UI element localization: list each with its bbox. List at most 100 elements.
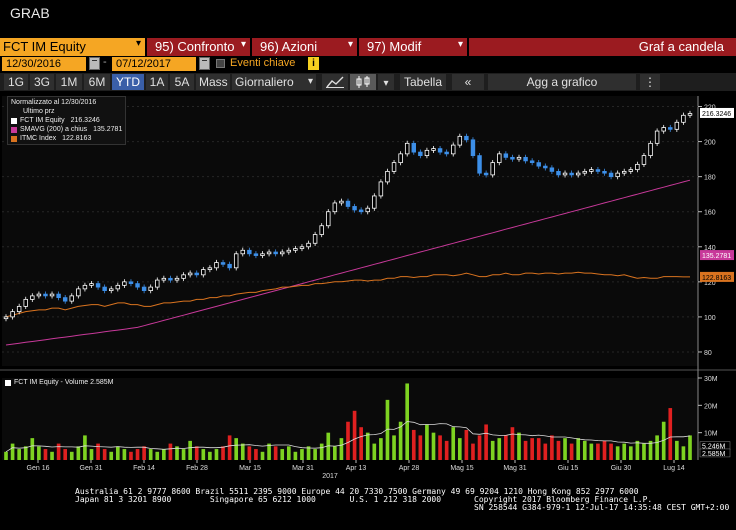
volume-bar (280, 449, 285, 460)
frequency-select[interactable]: Giornaliero ▾ (232, 74, 316, 90)
candle-body (503, 153, 509, 158)
volume-bar (392, 435, 396, 460)
period-max-button[interactable]: Mass (196, 74, 230, 90)
date-separator: - (103, 56, 107, 68)
candle-body (194, 272, 199, 276)
info-icon[interactable]: i (308, 57, 319, 70)
volume-bar (431, 432, 436, 460)
start-date-input[interactable]: 12/30/2016 (2, 57, 86, 71)
candle-body (681, 114, 686, 123)
candle-body (62, 297, 68, 302)
more-options-icon[interactable]: ⋮ (640, 74, 660, 90)
period-1a-button[interactable]: 1A (146, 74, 168, 90)
volume-bar (102, 449, 107, 460)
volume-bar (352, 410, 357, 460)
volume-bar (234, 438, 239, 460)
volume-bar (306, 446, 311, 460)
period-3g-button[interactable]: 3G (30, 74, 54, 90)
candle-body (497, 153, 502, 164)
calendar-icon[interactable] (89, 57, 100, 70)
candle-body (141, 286, 147, 292)
legend-swatch (11, 136, 17, 142)
price-tag-label: 135.2781 (702, 253, 731, 260)
collapse-icon[interactable]: « (452, 74, 484, 90)
candle-body (523, 156, 528, 162)
volume-bar (168, 443, 173, 460)
chevron-down-icon: ▾ (240, 39, 246, 50)
security-field[interactable]: FCT IM Equity ▾ (0, 38, 145, 56)
candle-body (115, 284, 121, 290)
events-checkbox[interactable] (216, 59, 225, 68)
candle-body (128, 281, 134, 284)
candle-body (312, 234, 318, 244)
volume-bar (688, 435, 692, 460)
period-1g-button[interactable]: 1G (4, 74, 28, 90)
candlestick-icon[interactable] (350, 74, 376, 90)
candle-body (622, 170, 627, 174)
chart-type-dropdown[interactable]: ▾ (378, 74, 394, 90)
candle-body (589, 169, 594, 172)
candle-body (654, 130, 660, 144)
volume-bar (30, 438, 35, 460)
line-chart-icon[interactable] (322, 74, 348, 90)
y-tick-label: 80 (704, 350, 712, 357)
legend-series-name: FCT IM Equity (20, 117, 65, 124)
candle-body (16, 305, 22, 313)
x-tick-label: Mar 15 (239, 465, 261, 472)
price-tag-label: 216.3246 (702, 111, 731, 118)
volume-legend-label: FCT IM Equity - Volume 2.585M (14, 379, 114, 386)
volume-bar (582, 440, 587, 460)
candle-body (470, 139, 476, 157)
add-to-chart-button[interactable]: Agg a grafico (488, 74, 636, 90)
period-5a-button[interactable]: 5A (170, 74, 194, 90)
volume-bar (655, 435, 659, 460)
volume-bar (69, 451, 74, 460)
candle-body (378, 181, 384, 197)
candle-body (122, 281, 127, 286)
legend-swatch (5, 380, 11, 386)
candle-body (477, 155, 482, 174)
compare-menu[interactable]: 95) Confronto ▾ (147, 38, 250, 56)
volume-bar (142, 446, 146, 460)
volume-bar (438, 435, 442, 460)
candle-body (602, 170, 607, 174)
volume-bar (668, 408, 673, 460)
candle-body (280, 251, 285, 255)
calendar-icon[interactable] (199, 57, 210, 70)
x-tick-label: Gen 31 (80, 465, 103, 472)
period-6m-button[interactable]: 6M (84, 74, 110, 90)
candle-body (549, 167, 555, 172)
volume-bar (517, 432, 521, 460)
candle-body (424, 149, 430, 157)
period-1m-button[interactable]: 1M (56, 74, 82, 90)
volume-bar (155, 451, 160, 460)
volume-bar (227, 435, 232, 460)
price-tag (700, 107, 734, 118)
volume-bar (359, 427, 363, 460)
volume-bar (135, 449, 140, 460)
volume-bar (83, 435, 87, 460)
candle-body (174, 277, 180, 281)
candle-body (510, 156, 515, 160)
actions-menu[interactable]: 96) Azioni ▾ (252, 38, 357, 56)
footer-session: SN 258544 G384-979-1 12-Jul-17 14:35:48 … (474, 503, 730, 512)
footer-copyright: Copyright 2017 Bloomberg Finance L.P. (474, 495, 653, 504)
candle-body (286, 249, 292, 253)
end-date-input[interactable]: 07/12/2017 (112, 57, 196, 71)
candle-body (207, 267, 213, 270)
y-tick-label: 140 (704, 245, 716, 252)
candle-body (293, 248, 298, 251)
edit-menu[interactable]: 97) Modif ▾ (359, 38, 467, 56)
candle-body (187, 272, 193, 276)
volume-bar (254, 449, 258, 460)
volume-bar (4, 451, 8, 460)
compare-label: 95) Confronto (155, 39, 235, 54)
period-ytd-button[interactable]: YTD (112, 74, 144, 90)
candle-body (608, 172, 614, 178)
table-button[interactable]: Tabella (400, 74, 446, 90)
legend-normalized: Normalizzato al 12/30/2016 (11, 99, 97, 106)
volume-bar (635, 440, 640, 460)
footer-contacts-2: Japan 81 3 3201 8900 Singapore 65 6212 1… (75, 495, 442, 504)
candle-body (102, 286, 107, 292)
volume-tag-label: 2.585M (702, 451, 726, 458)
